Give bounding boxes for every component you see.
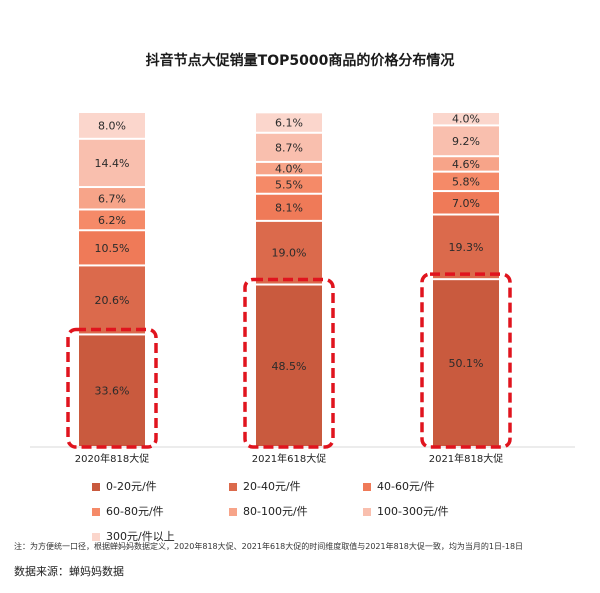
- bar-segment-1-2: [79, 266, 145, 334]
- category-label-3: 2021年818大促: [429, 452, 504, 465]
- bar-segment-3-3: [433, 192, 499, 214]
- bar-segment-1-1: [79, 335, 145, 446]
- data-label-3-1: 50.1%: [449, 357, 484, 370]
- source-label: 数据来源：: [14, 565, 69, 578]
- legend-swatch: [229, 508, 237, 516]
- data-label-1-3: 10.5%: [95, 242, 130, 255]
- legend-item-6: 100-300元/件: [363, 503, 449, 519]
- legend-label: 100-300元/件: [377, 505, 449, 518]
- bar-segment-1-6: [79, 139, 145, 187]
- legend-item-3: 40-60元/件: [363, 478, 435, 494]
- data-label-3-6: 9.2%: [452, 135, 480, 148]
- data-label-1-7: 8.0%: [98, 119, 126, 132]
- legend-swatch: [92, 508, 100, 516]
- legend-swatch: [363, 483, 371, 491]
- data-label-2-4: 5.5%: [275, 179, 303, 192]
- data-label-2-1: 48.5%: [272, 360, 307, 373]
- chart-title: 抖音节点大促销量TOP5000商品的价格分布情况: [145, 53, 455, 69]
- category-label-1: 2020年818大促: [75, 452, 150, 465]
- data-label-3-3: 7.0%: [452, 197, 480, 210]
- data-label-1-2: 20.6%: [95, 294, 130, 307]
- data-label-1-4: 6.2%: [98, 214, 126, 227]
- legend-label: 20-40元/件: [243, 480, 301, 493]
- bar-segment-1-3: [79, 231, 145, 265]
- bar-segment-1-4: [79, 210, 145, 230]
- data-label-2-2: 19.0%: [272, 247, 307, 260]
- bar-segment-2-5: [256, 162, 322, 175]
- legend-label: 60-80元/件: [106, 505, 164, 518]
- data-label-2-6: 8.7%: [275, 141, 303, 154]
- highlight-box-1: [66, 327, 158, 449]
- bar-segment-3-6: [433, 126, 499, 156]
- legend-swatch: [92, 483, 100, 491]
- legend-item-2: 20-40元/件: [229, 478, 301, 494]
- data-label-2-5: 4.0%: [275, 163, 303, 176]
- data-label-3-4: 5.8%: [452, 175, 480, 188]
- data-label-1-6: 14.4%: [95, 157, 130, 170]
- legend-swatch: [229, 483, 237, 491]
- data-label-2-3: 8.1%: [275, 201, 303, 214]
- bar-segment-2-1: [256, 285, 322, 446]
- bar-segment-2-7: [256, 113, 322, 132]
- legend-label: 300元/件以上: [106, 530, 175, 543]
- bar-segment-2-3: [256, 194, 322, 220]
- bar-segment-2-2: [256, 221, 322, 284]
- data-label-1-1: 33.6%: [95, 385, 130, 398]
- legend-swatch: [92, 533, 100, 541]
- bar-segment-2-4: [256, 176, 322, 193]
- data-label-3-7: 4.0%: [452, 113, 480, 126]
- legend-item-1: 0-20元/件: [92, 478, 157, 494]
- data-source: 数据来源：蝉妈妈数据: [14, 563, 124, 579]
- legend-swatch: [363, 508, 371, 516]
- legend-label: 40-60元/件: [377, 480, 435, 493]
- source-value: 蝉妈妈数据: [69, 565, 124, 578]
- legend-label: 0-20元/件: [106, 480, 157, 493]
- bar-segment-3-2: [433, 215, 499, 279]
- bar-segment-3-5: [433, 157, 499, 171]
- bar-segment-1-7: [79, 113, 145, 138]
- bar-segment-2-6: [256, 133, 322, 161]
- legend-item-7: 300元/件以上: [92, 528, 175, 544]
- bar-segment-1-5: [79, 188, 145, 209]
- bar-segment-3-7: [433, 113, 499, 125]
- legend-item-5: 80-100元/件: [229, 503, 308, 519]
- data-label-2-7: 6.1%: [275, 117, 303, 130]
- data-label-3-5: 4.6%: [452, 158, 480, 171]
- footnote: 注：为方便统一口径，根据蝉妈妈数据定义，2020年818大促、2021年618大…: [14, 542, 524, 551]
- data-label-1-5: 6.7%: [98, 192, 126, 205]
- data-label-3-2: 19.3%: [449, 241, 484, 254]
- legend-item-4: 60-80元/件: [92, 503, 164, 519]
- bar-segment-3-4: [433, 172, 499, 191]
- legend-label: 80-100元/件: [243, 505, 308, 518]
- highlight-box-2: [243, 277, 335, 449]
- category-label-2: 2021年618大促: [252, 452, 327, 465]
- bar-segment-3-1: [433, 280, 499, 446]
- stacked-bar-chart: 33.6% 20.6% 10.5% 6.2% 6.7% 14.4% 8.0% 48.5% 19.…: [30, 113, 575, 465]
- highlight-box-3: [420, 272, 512, 449]
